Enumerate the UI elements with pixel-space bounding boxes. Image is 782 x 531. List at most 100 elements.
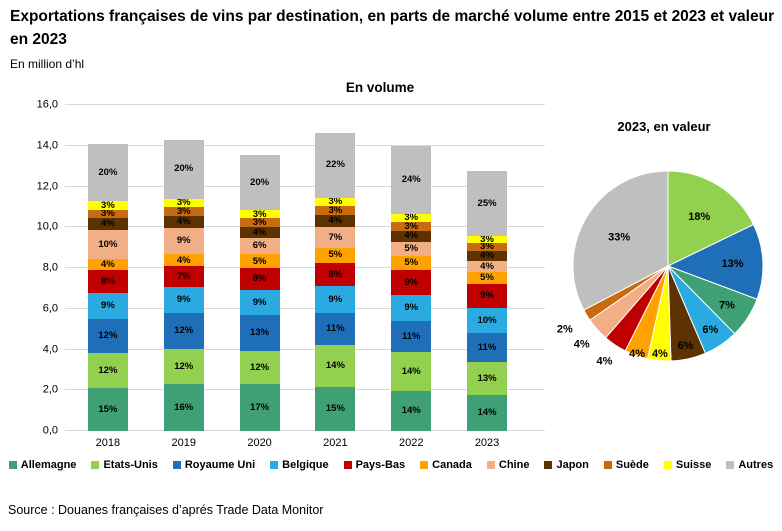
bar-segment-label: 4% xyxy=(176,216,191,228)
bar-segment-allemagne: 17% xyxy=(239,384,280,431)
pie-slice-label: 2% xyxy=(557,324,573,336)
bar-segment-label: 5% xyxy=(480,272,494,284)
bar-segment-allemagne: 16% xyxy=(163,383,204,431)
legend-label: Etats-Unis xyxy=(103,459,158,471)
bar-segment-allemagne: 14% xyxy=(391,391,432,431)
legend-item-suisse: Suisse xyxy=(663,459,712,471)
bar-segment-chine: 5% xyxy=(391,241,432,256)
bar-segment-royaume-uni: 11% xyxy=(315,312,356,346)
bar-segment-label: 3% xyxy=(480,241,494,253)
bar-column-2021: 15% 14% 11% 9% 8% 5% 7% 4% 3% 3% 22% xyxy=(297,105,373,431)
bar-segment-label: 3% xyxy=(328,196,343,208)
bar-segment-label: 3% xyxy=(176,206,191,218)
bar-segment-label: 20% xyxy=(174,163,194,175)
x-tick-label: 2022 xyxy=(398,437,424,449)
bar-segment-label: 12% xyxy=(250,361,270,373)
pie-chart-title: 2023, en valeur xyxy=(617,119,711,134)
grid-line xyxy=(65,430,545,431)
bar-segment-label: 5% xyxy=(328,249,343,261)
bar-segment-label: 20% xyxy=(98,166,118,178)
bar-column-2020: 17% 12% 13% 9% 8% 5% 6% 4% 3% 3% 20% xyxy=(222,105,298,431)
pie-slice-label: 6% xyxy=(677,340,693,352)
bar-segment-canada: 4% xyxy=(163,254,204,267)
legend-swatch xyxy=(172,461,181,469)
bar-segment-label: 9% xyxy=(328,293,343,305)
bar-segment-label: 3% xyxy=(101,199,115,211)
bar-segment-label: 4% xyxy=(101,218,115,230)
bar-segment-japon: 4% xyxy=(87,218,128,230)
bar-segment-label: 13% xyxy=(477,372,497,384)
bar-segment-label: 7% xyxy=(328,231,343,243)
bar-segment-label: 25% xyxy=(477,197,497,209)
grid-line xyxy=(65,267,545,268)
bar-segment-suisse: 3% xyxy=(163,198,204,208)
bar-segment-suisse: 3% xyxy=(239,208,280,220)
bar-segment-label: 4% xyxy=(328,215,343,227)
legend-item-canada: Canada xyxy=(420,459,472,471)
legend-label: Pays-Bas xyxy=(355,459,406,471)
bar-segment-label: 16% xyxy=(174,401,194,413)
bar-segment-label: 9% xyxy=(176,294,191,306)
y-tick-label: 10,0 xyxy=(36,220,58,233)
bar-segment-label: 20% xyxy=(250,176,270,188)
bar-segment-suisse: 3% xyxy=(467,235,508,244)
bar-segment-label: 11% xyxy=(401,330,421,342)
bar-segment-etats-unis: 14% xyxy=(391,351,432,392)
legend-swatch xyxy=(91,461,100,469)
bar-segment-suisse: 3% xyxy=(87,199,128,211)
grid-line xyxy=(65,348,545,350)
grid-line xyxy=(65,307,545,309)
pie-slice-label: 33% xyxy=(608,232,630,244)
bar-segment-label: 9% xyxy=(404,277,419,289)
pie-slice-label: 4% xyxy=(652,348,668,360)
bar-segment-suède: 3% xyxy=(467,241,508,253)
bar-segment-canada: 5% xyxy=(315,247,356,263)
bar-segment-belgique: 9% xyxy=(315,286,356,313)
bar-chart-title: En volume xyxy=(345,80,415,95)
bar-segment-canada: 5% xyxy=(239,254,280,269)
bar-segment-label: 9% xyxy=(252,296,267,308)
legend-label: Suisse xyxy=(675,459,712,471)
y-tick-label: 6,0 xyxy=(42,302,58,315)
bar-segment-belgique: 9% xyxy=(87,293,128,319)
bar-segment-autres: 20% xyxy=(239,155,280,211)
bar-segment-royaume-uni: 12% xyxy=(87,318,128,354)
bar-segment-etats-unis: 12% xyxy=(239,350,280,385)
legend-item-etats-unis: Etats-Unis xyxy=(91,459,158,471)
y-tick-label: 2,0 xyxy=(42,383,58,396)
bar-segment-label: 12% xyxy=(98,330,118,342)
legend-swatch xyxy=(343,461,352,469)
bar-segment-label: 12% xyxy=(174,360,194,372)
bar-segment-label: 8% xyxy=(252,273,267,285)
bar-segment-label: 17% xyxy=(250,401,270,413)
bar-segment-label: 3% xyxy=(252,208,267,220)
pie-slice-label: 4% xyxy=(574,338,590,350)
bar-segment-label: 8% xyxy=(328,268,343,280)
bar-column-2018: 15% 12% 12% 9% 8% 4% 10% 4% 3% 3% 20% xyxy=(70,105,146,431)
bar-segment-label: 6% xyxy=(252,240,267,252)
bar-segment-pays-bas: 8% xyxy=(315,262,356,287)
stacked-bar-2020: 17% 12% 13% 9% 8% 5% 6% 4% 3% 3% 20% xyxy=(239,155,280,431)
bar-segment-etats-unis: 12% xyxy=(87,353,128,388)
bar-segment-label: 9% xyxy=(404,302,419,314)
bar-segment-autres: 25% xyxy=(467,171,508,236)
bar-segment-autres: 20% xyxy=(87,143,128,202)
bar-segment-label: 8% xyxy=(101,275,115,287)
y-tick-label: 0,0 xyxy=(42,424,58,437)
legend-item-japon: Japon xyxy=(544,459,589,471)
legend-swatch xyxy=(270,461,279,469)
bar-group: 15% 12% 12% 9% 8% 4% 10% 4% 3% 3% 20% 16% 12% 12% 9% 7%… xyxy=(70,105,525,431)
bar-segment-etats-unis: 12% xyxy=(163,348,204,384)
grid-line xyxy=(65,104,545,105)
y-tick-label: 8,0 xyxy=(42,261,58,274)
grid-line xyxy=(65,389,545,391)
stacked-bar-2021: 15% 14% 11% 9% 8% 5% 7% 4% 3% 3% 22% xyxy=(315,132,356,431)
source-note: Source : Douanes françaises d’aprés Trad… xyxy=(8,503,324,517)
legend-item-pays-bas: Pays-Bas xyxy=(343,459,406,471)
bar-segment-label: 9% xyxy=(176,235,191,247)
bar-column-2022: 14% 14% 11% 9% 9% 5% 5% 4% 3% 3% 24% xyxy=(373,105,449,431)
bar-segment-canada: 5% xyxy=(391,255,432,271)
bar-segment-royaume-uni: 13% xyxy=(239,315,280,351)
bar-segment-label: 14% xyxy=(325,360,345,372)
bar-segment-label: 11% xyxy=(477,341,497,353)
